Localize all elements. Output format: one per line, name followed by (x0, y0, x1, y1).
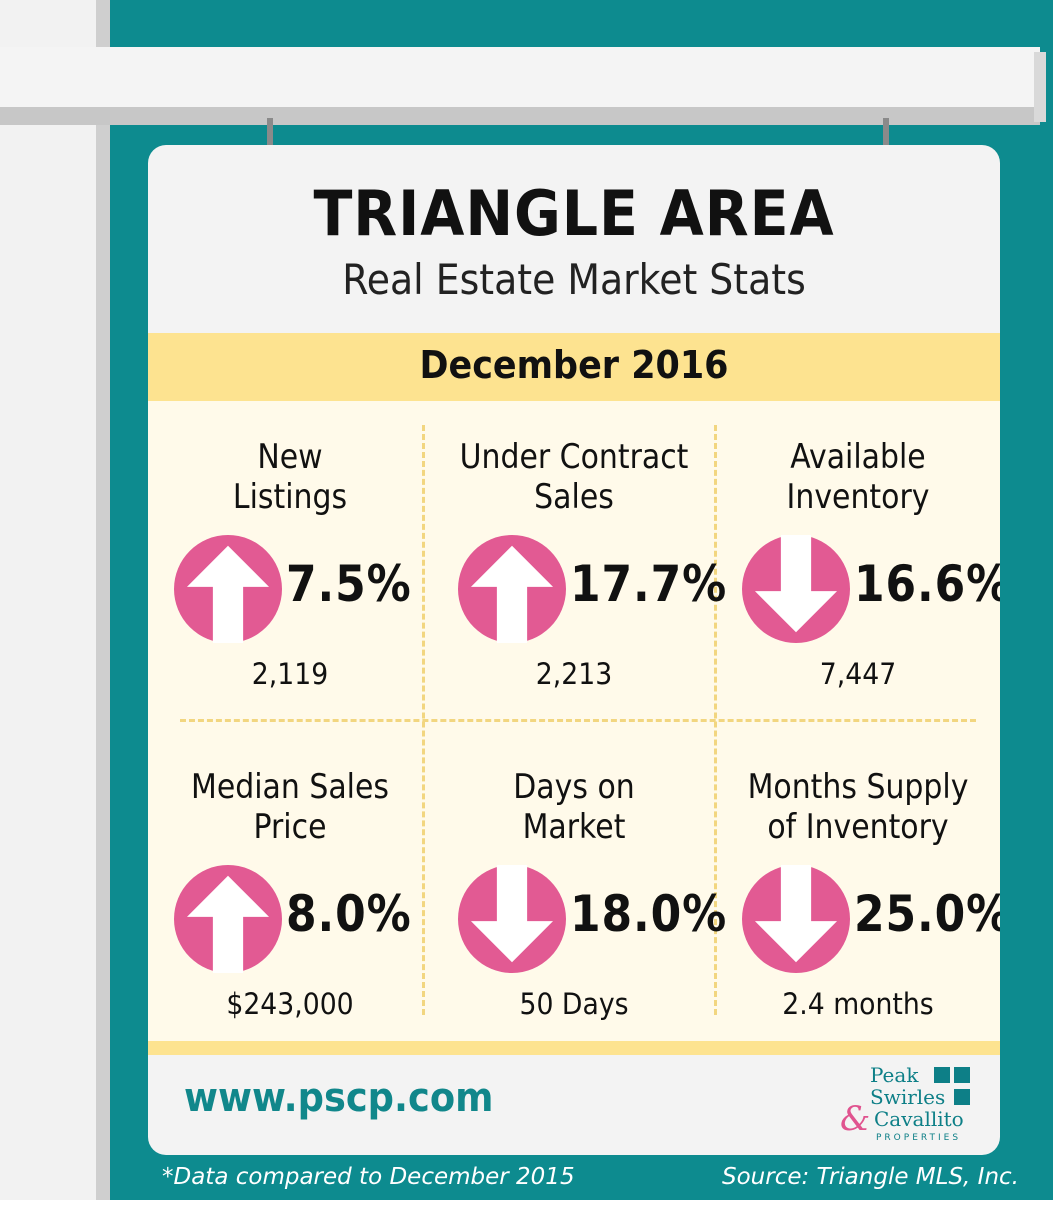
logo-tagline: PROPERTIES (876, 1133, 962, 1143)
stat-label-line1: Median Sales (191, 767, 389, 807)
stat-label-line1: Months Supply (747, 767, 969, 807)
footnote: *Data compared to December 2015 (162, 1164, 575, 1190)
stat-label-line1: Under Contract (459, 437, 689, 477)
stat-value: 7,447 (819, 657, 897, 691)
stat-label-line1: Available (790, 437, 926, 477)
crossbeam-end (1034, 52, 1046, 122)
logo-square-icon (954, 1089, 970, 1105)
stat-label: Available Inventory (733, 437, 983, 517)
stat-label-line2: Inventory (786, 477, 930, 517)
website-link[interactable]: www.pscp.com (184, 1075, 494, 1121)
source-note: Source: Triangle MLS, Inc. (722, 1164, 1019, 1190)
stat-change: 8.0% (286, 885, 412, 943)
stat-label-line1: New (257, 437, 323, 477)
arrow-up-icon (174, 535, 282, 643)
arrow-down-icon (742, 865, 850, 973)
stat-card: Days on Market 18.0% 50 Days (432, 767, 726, 1087)
stat-label-line2: Sales (534, 477, 614, 517)
arrow-up-icon (174, 865, 282, 973)
stat-value: $243,000 (226, 987, 354, 1021)
stat-label: Under Contract Sales (449, 437, 699, 517)
bottom-band (148, 1041, 1000, 1055)
stat-card: Available Inventory 16.6% 7,447 (716, 437, 1000, 757)
stat-label: Days on Market (449, 767, 699, 847)
stat-card: Under Contract Sales 17.7% 2,213 (432, 437, 726, 757)
sign-crossbeam (0, 47, 1040, 125)
arrow-down-icon (742, 535, 850, 643)
arrow-up-icon (458, 535, 566, 643)
page-title: TRIANGLE AREA (313, 177, 835, 250)
stat-card: New Listings 7.5% 2,119 (148, 437, 432, 757)
page-subtitle: Real Estate Market Stats (342, 255, 806, 304)
stat-value: 2,213 (535, 657, 613, 691)
stat-label: Months Supply of Inventory (733, 767, 983, 847)
stat-label-line1: Days on (513, 767, 635, 807)
stat-value: 2.4 months (782, 987, 934, 1021)
arrow-down-icon (458, 865, 566, 973)
stat-value: 50 Days (519, 987, 629, 1021)
stat-card: Months Supply of Inventory 25.0% 2.4 months (716, 767, 1000, 1087)
sign-board: TRIANGLE AREA Real Estate Market Stats D… (148, 145, 1000, 1155)
divider-horizontal (180, 719, 976, 722)
sign-post (0, 0, 110, 1200)
stat-change: 25.0% (854, 885, 1000, 943)
stat-label-line2: of Inventory (767, 807, 949, 847)
stat-label-line2: Market (522, 807, 626, 847)
stat-label: Median Sales Price (165, 767, 415, 847)
logo-text-cavallito: Cavallito (874, 1107, 964, 1131)
stat-change: 7.5% (286, 555, 412, 613)
stat-change: 18.0% (570, 885, 728, 943)
period-label: December 2016 (419, 343, 729, 387)
logo-ampersand: & (840, 1099, 871, 1139)
period-band: December 2016 (148, 333, 1000, 401)
stat-change: 16.6% (854, 555, 1000, 613)
stat-label: New Listings (165, 437, 415, 517)
logo-square-icon (954, 1067, 970, 1083)
logo-square-icon (934, 1067, 950, 1083)
stat-label-line2: Price (253, 807, 327, 847)
stats-panel: New Listings 7.5% 2,119 Under Contract Sales 1… (148, 401, 1000, 1041)
stat-card: Median Sales Price 8.0% $243,000 (148, 767, 432, 1087)
company-logo: Peak Swirles Cavallito & PROPERTIES (838, 1063, 978, 1147)
logo-text-swirles: Swirles (870, 1085, 946, 1109)
stat-change: 17.7% (570, 555, 728, 613)
stat-label-line2: Listings (232, 477, 348, 517)
logo-text-peak: Peak (870, 1063, 919, 1087)
stat-value: 2,119 (251, 657, 329, 691)
